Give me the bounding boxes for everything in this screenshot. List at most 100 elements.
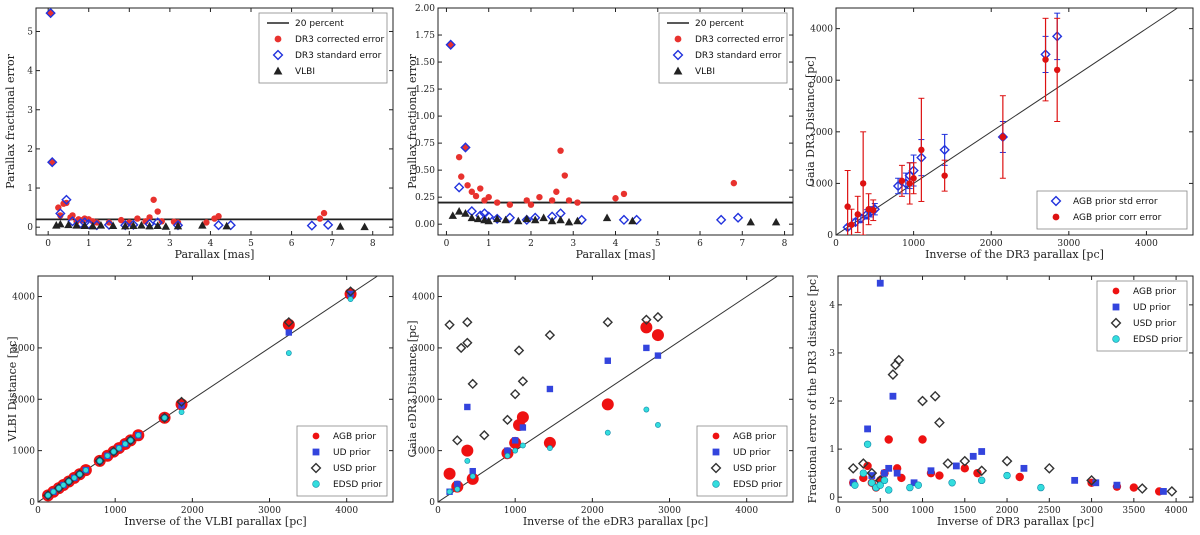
legend-marker bbox=[312, 432, 320, 440]
data-point bbox=[42, 490, 54, 501]
legend-marker bbox=[1112, 335, 1120, 343]
series-agb-prior-corr-error bbox=[844, 17, 1061, 235]
y-axis-label: Parallax fractional error bbox=[406, 53, 419, 188]
x-tick-label: 3 bbox=[167, 239, 173, 249]
data-point bbox=[285, 329, 293, 336]
x-tick-label: 3000 bbox=[1057, 239, 1080, 249]
data-point bbox=[472, 192, 480, 200]
y-tick-label: 2 bbox=[27, 145, 33, 155]
data-point bbox=[887, 369, 899, 380]
data-point bbox=[602, 213, 612, 222]
y-tick-label: 3000 bbox=[12, 344, 35, 354]
data-point bbox=[929, 390, 941, 402]
data-point bbox=[539, 213, 548, 222]
data-point bbox=[527, 201, 535, 208]
data-point bbox=[884, 435, 893, 444]
data-point bbox=[176, 396, 187, 408]
series-dr3-corrected-error bbox=[447, 41, 738, 208]
data-point bbox=[504, 452, 511, 459]
legend-entry-usd-prior: USD prior bbox=[310, 462, 377, 474]
legend-marker bbox=[672, 49, 684, 61]
x-tick-label: 1000 bbox=[911, 506, 934, 516]
legend-box bbox=[296, 425, 388, 497]
x-tick-label: 2000 bbox=[980, 239, 1003, 249]
data-point bbox=[847, 462, 859, 474]
x-tick-label: 2 bbox=[126, 239, 132, 249]
legend-label: 20 percent bbox=[295, 19, 344, 29]
data-point bbox=[1092, 479, 1100, 487]
y-tick-label: 2000 bbox=[12, 395, 35, 405]
x-tick-label: 1000 bbox=[902, 239, 925, 249]
data-point bbox=[121, 221, 130, 230]
data-point bbox=[461, 209, 470, 217]
data-point bbox=[1043, 462, 1055, 474]
data-point bbox=[146, 214, 153, 221]
y-axis-label: Gaia DR3 Distance [pc] bbox=[804, 56, 817, 187]
data-point bbox=[941, 172, 948, 179]
legend-entry-agb-prior-std-error: AGB prior std error bbox=[1050, 195, 1158, 207]
data-point bbox=[49, 159, 56, 166]
data-point bbox=[880, 476, 889, 485]
y-tick-label: 1.25 bbox=[415, 85, 435, 95]
y-tick-label: 5 bbox=[27, 27, 33, 37]
data-point bbox=[521, 214, 532, 226]
data-point bbox=[493, 199, 501, 206]
data-point bbox=[452, 435, 463, 446]
data-point bbox=[976, 465, 988, 477]
data-point bbox=[448, 211, 457, 219]
y-tick-label: 0 bbox=[829, 493, 835, 503]
x-tick-label: 3500 bbox=[1122, 506, 1145, 516]
x-tick-label: 8 bbox=[782, 239, 788, 249]
legend-marker bbox=[1112, 303, 1120, 311]
data-point bbox=[145, 221, 154, 230]
data-point bbox=[225, 220, 236, 231]
data-point bbox=[959, 455, 971, 467]
data-point bbox=[556, 215, 565, 224]
data-point bbox=[469, 473, 476, 480]
x-tick-label: 1 bbox=[486, 239, 492, 249]
data-point bbox=[1071, 476, 1079, 484]
data-point bbox=[125, 435, 136, 446]
y-tick-label: 3 bbox=[829, 349, 835, 359]
legend-entry-agb-prior: AGB prior bbox=[712, 432, 776, 442]
series-edsd-prior bbox=[45, 296, 354, 499]
data-point bbox=[881, 469, 888, 477]
data-point bbox=[864, 425, 871, 433]
legend-box bbox=[1096, 280, 1188, 352]
legend-label: USD prior bbox=[1133, 319, 1177, 329]
data-point bbox=[889, 392, 897, 400]
data-point bbox=[547, 445, 553, 451]
y-tick-label: 1000 bbox=[810, 179, 833, 189]
legend-entry-20-percent: 20 percent bbox=[667, 19, 744, 29]
data-point bbox=[501, 215, 510, 224]
data-point bbox=[462, 144, 469, 151]
x-tick-label: 5 bbox=[248, 239, 254, 249]
plot-area bbox=[36, 8, 393, 231]
legend-label: DR3 corrected error bbox=[295, 35, 384, 45]
data-point bbox=[1136, 483, 1148, 494]
panel-vlbi-distance: 0 1000 2000 3000 4000 0 1000 2000 3000 4000 Invers… bbox=[6, 275, 394, 528]
legend: 20 percent DR3 corrected error DR3 standar… bbox=[258, 12, 388, 84]
legend-entry-dr3-corrected-error: DR3 corrected error bbox=[274, 35, 384, 45]
data-point bbox=[641, 314, 652, 325]
data-point bbox=[61, 194, 72, 205]
data-point bbox=[467, 378, 478, 390]
legend-label: AGB prior bbox=[1133, 287, 1176, 297]
data-point bbox=[898, 177, 906, 185]
data-point bbox=[509, 388, 521, 400]
data-point bbox=[604, 357, 611, 364]
data-point bbox=[973, 468, 982, 478]
x-axis-label: Inverse of the VLBI parallax [pc] bbox=[124, 515, 306, 528]
data-point bbox=[345, 286, 356, 297]
y-axis-label: VLBI Distance [pc] bbox=[6, 336, 19, 442]
data-point bbox=[519, 442, 526, 449]
legend: AGB prior UD prior USD prior EDSD prior bbox=[1096, 280, 1188, 352]
one-to-one-line bbox=[438, 276, 778, 502]
x-tick-label: 3000 bbox=[658, 506, 681, 516]
legend-label: DR3 corrected error bbox=[695, 35, 784, 45]
legend-marker bbox=[673, 66, 683, 75]
one-to-one-line bbox=[836, 8, 1178, 235]
series-agb-prior bbox=[443, 321, 664, 493]
data-point bbox=[893, 354, 905, 366]
